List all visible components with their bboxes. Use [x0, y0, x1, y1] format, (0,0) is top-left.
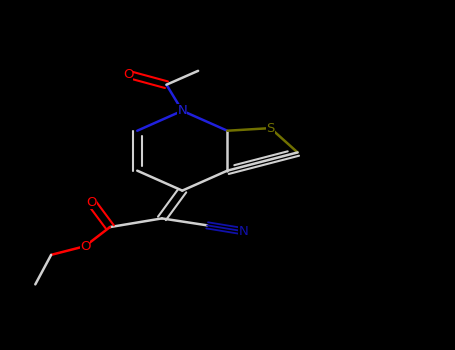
Text: O: O: [123, 68, 133, 81]
Text: O: O: [86, 196, 97, 209]
Text: S: S: [266, 121, 275, 135]
Text: N: N: [238, 225, 248, 238]
Text: O: O: [80, 240, 90, 253]
Text: N: N: [177, 104, 187, 117]
